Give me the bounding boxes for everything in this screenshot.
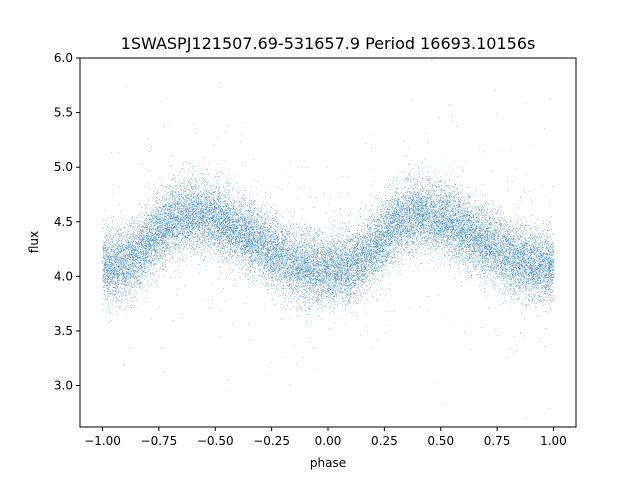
scatter-points xyxy=(102,59,554,419)
y-axis: 3.0 3.5 4.0 4.5 5.0 5.5 6.0 xyxy=(54,51,80,393)
data-points xyxy=(102,59,554,419)
x-tick-label: −0.50 xyxy=(197,434,234,448)
x-tick-label: 0.25 xyxy=(371,434,398,448)
x-tick-label: 0.75 xyxy=(484,434,511,448)
x-tick-label: 1.00 xyxy=(540,434,567,448)
y-tick-label: 5.5 xyxy=(54,106,73,120)
y-tick-label: 3.5 xyxy=(54,324,73,338)
y-tick-label: 6.0 xyxy=(54,51,73,65)
x-tick-label: −0.75 xyxy=(141,434,178,448)
x-tick-label: 0.00 xyxy=(315,434,342,448)
plot-frame xyxy=(79,57,577,428)
x-tick-label: 0.50 xyxy=(427,434,454,448)
x-axis-label: phase xyxy=(310,456,346,470)
y-tick-label: 4.0 xyxy=(54,269,73,283)
y-tick-label: 3.0 xyxy=(54,379,73,393)
x-axis: −1.00 −0.75 −0.50 −0.25 0.00 0.25 0.50 0.75 1.00 xyxy=(84,427,567,448)
x-tick-label: −0.25 xyxy=(253,434,290,448)
y-axis-label: flux xyxy=(27,231,41,253)
chart-title: 1SWASPJ121507.69-531657.9 Period 16693.1… xyxy=(121,34,536,53)
y-tick-label: 4.5 xyxy=(54,215,73,229)
y-tick-label: 5.0 xyxy=(54,160,73,174)
x-tick-label: −1.00 xyxy=(84,434,121,448)
